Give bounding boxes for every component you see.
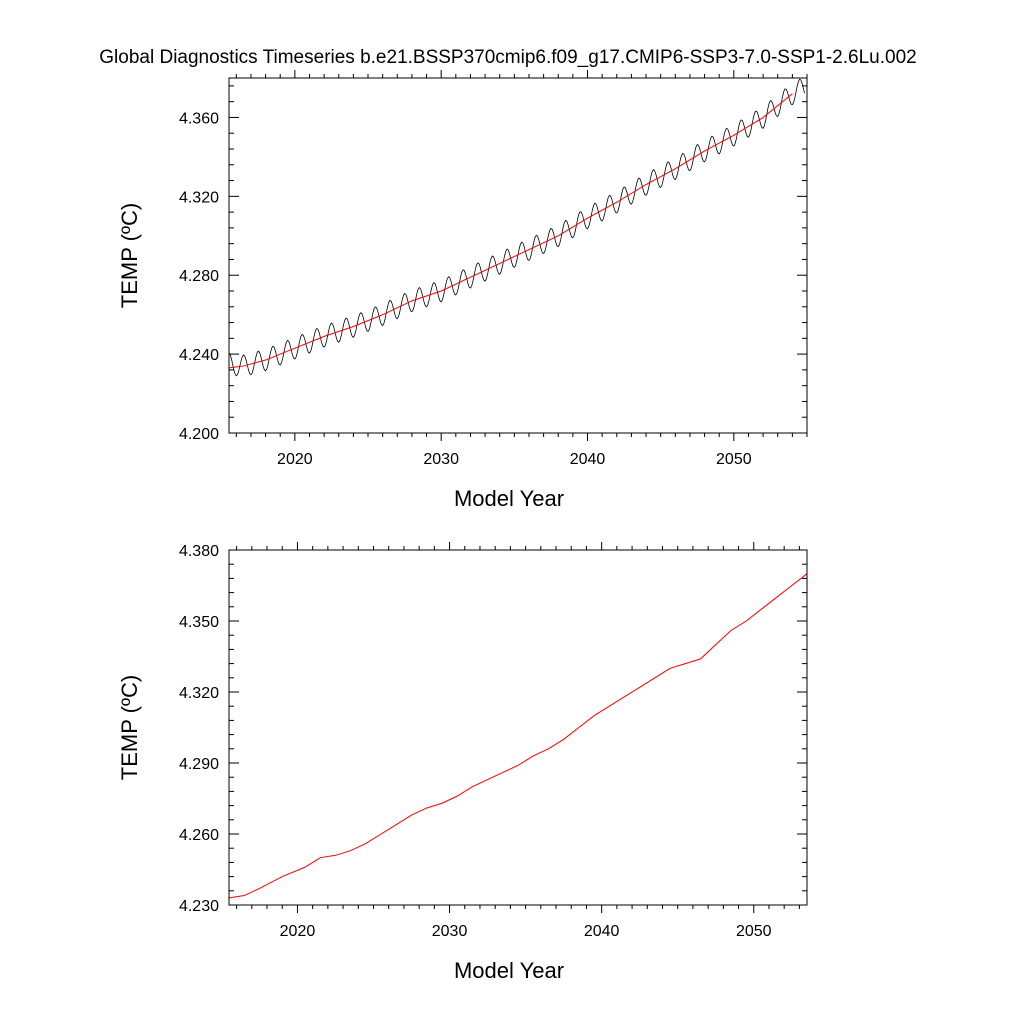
top-panel: 2020 2030 2040 2050 4.200 4.240 4.280 4.320 4.36… [117, 70, 808, 511]
top-x-axis-label: Model Year [454, 486, 564, 511]
bottom-y-tick-label: 4.260 [179, 827, 219, 844]
bottom-x-tick-label: 2040 [584, 923, 620, 940]
top-ticks [229, 70, 808, 441]
bottom-panel: 2020 2030 2040 2050 4.230 4.260 4.290 4.320 4.35… [117, 542, 808, 983]
top-x-tick-label: 2030 [423, 451, 459, 468]
bottom-smoothed-series-line [228, 573, 808, 899]
bottom-y-tick-label: 4.320 [179, 685, 219, 702]
bottom-x-tick-label: 2050 [736, 923, 772, 940]
bottom-y-tick-label: 4.230 [179, 898, 219, 915]
bottom-x-tick-label: 2020 [280, 923, 316, 940]
bottom-y-tick-label: 4.290 [179, 756, 219, 773]
bottom-x-axis-label: Model Year [454, 958, 564, 983]
top-y-tick-label: 4.280 [179, 268, 219, 285]
bottom-tick-labels: 2020 2030 2040 2050 4.230 4.260 4.290 4.320 4.35… [179, 543, 772, 940]
top-monthly-series-line [228, 78, 805, 377]
top-y-axis-label: TEMP (ºC) [117, 203, 142, 308]
top-series [228, 78, 805, 377]
top-x-tick-label: 2020 [277, 451, 313, 468]
bottom-y-tick-label: 4.380 [179, 543, 219, 560]
bottom-y-axis-label: TEMP (ºC) [117, 675, 142, 780]
top-x-tick-label: 2040 [570, 451, 606, 468]
figure-title: Global Diagnostics Timeseries b.e21.BSSP… [99, 47, 916, 68]
top-x-tick-label: 2050 [716, 451, 752, 468]
bottom-y-tick-label: 4.350 [179, 614, 219, 631]
top-y-tick-label: 4.360 [179, 110, 219, 127]
top-y-tick-label: 4.240 [179, 347, 219, 364]
top-tick-labels: 2020 2030 2040 2050 4.200 4.240 4.280 4.320 4.36… [179, 110, 752, 468]
bottom-x-tick-label: 2030 [432, 923, 468, 940]
top-y-tick-label: 4.200 [179, 426, 219, 443]
bottom-series [228, 573, 808, 899]
top-plot-frame [228, 77, 808, 434]
top-y-tick-label: 4.320 [179, 189, 219, 206]
top-smoothed-series-line [228, 93, 793, 369]
bottom-plot-frame [228, 549, 808, 906]
bottom-ticks [229, 542, 807, 913]
